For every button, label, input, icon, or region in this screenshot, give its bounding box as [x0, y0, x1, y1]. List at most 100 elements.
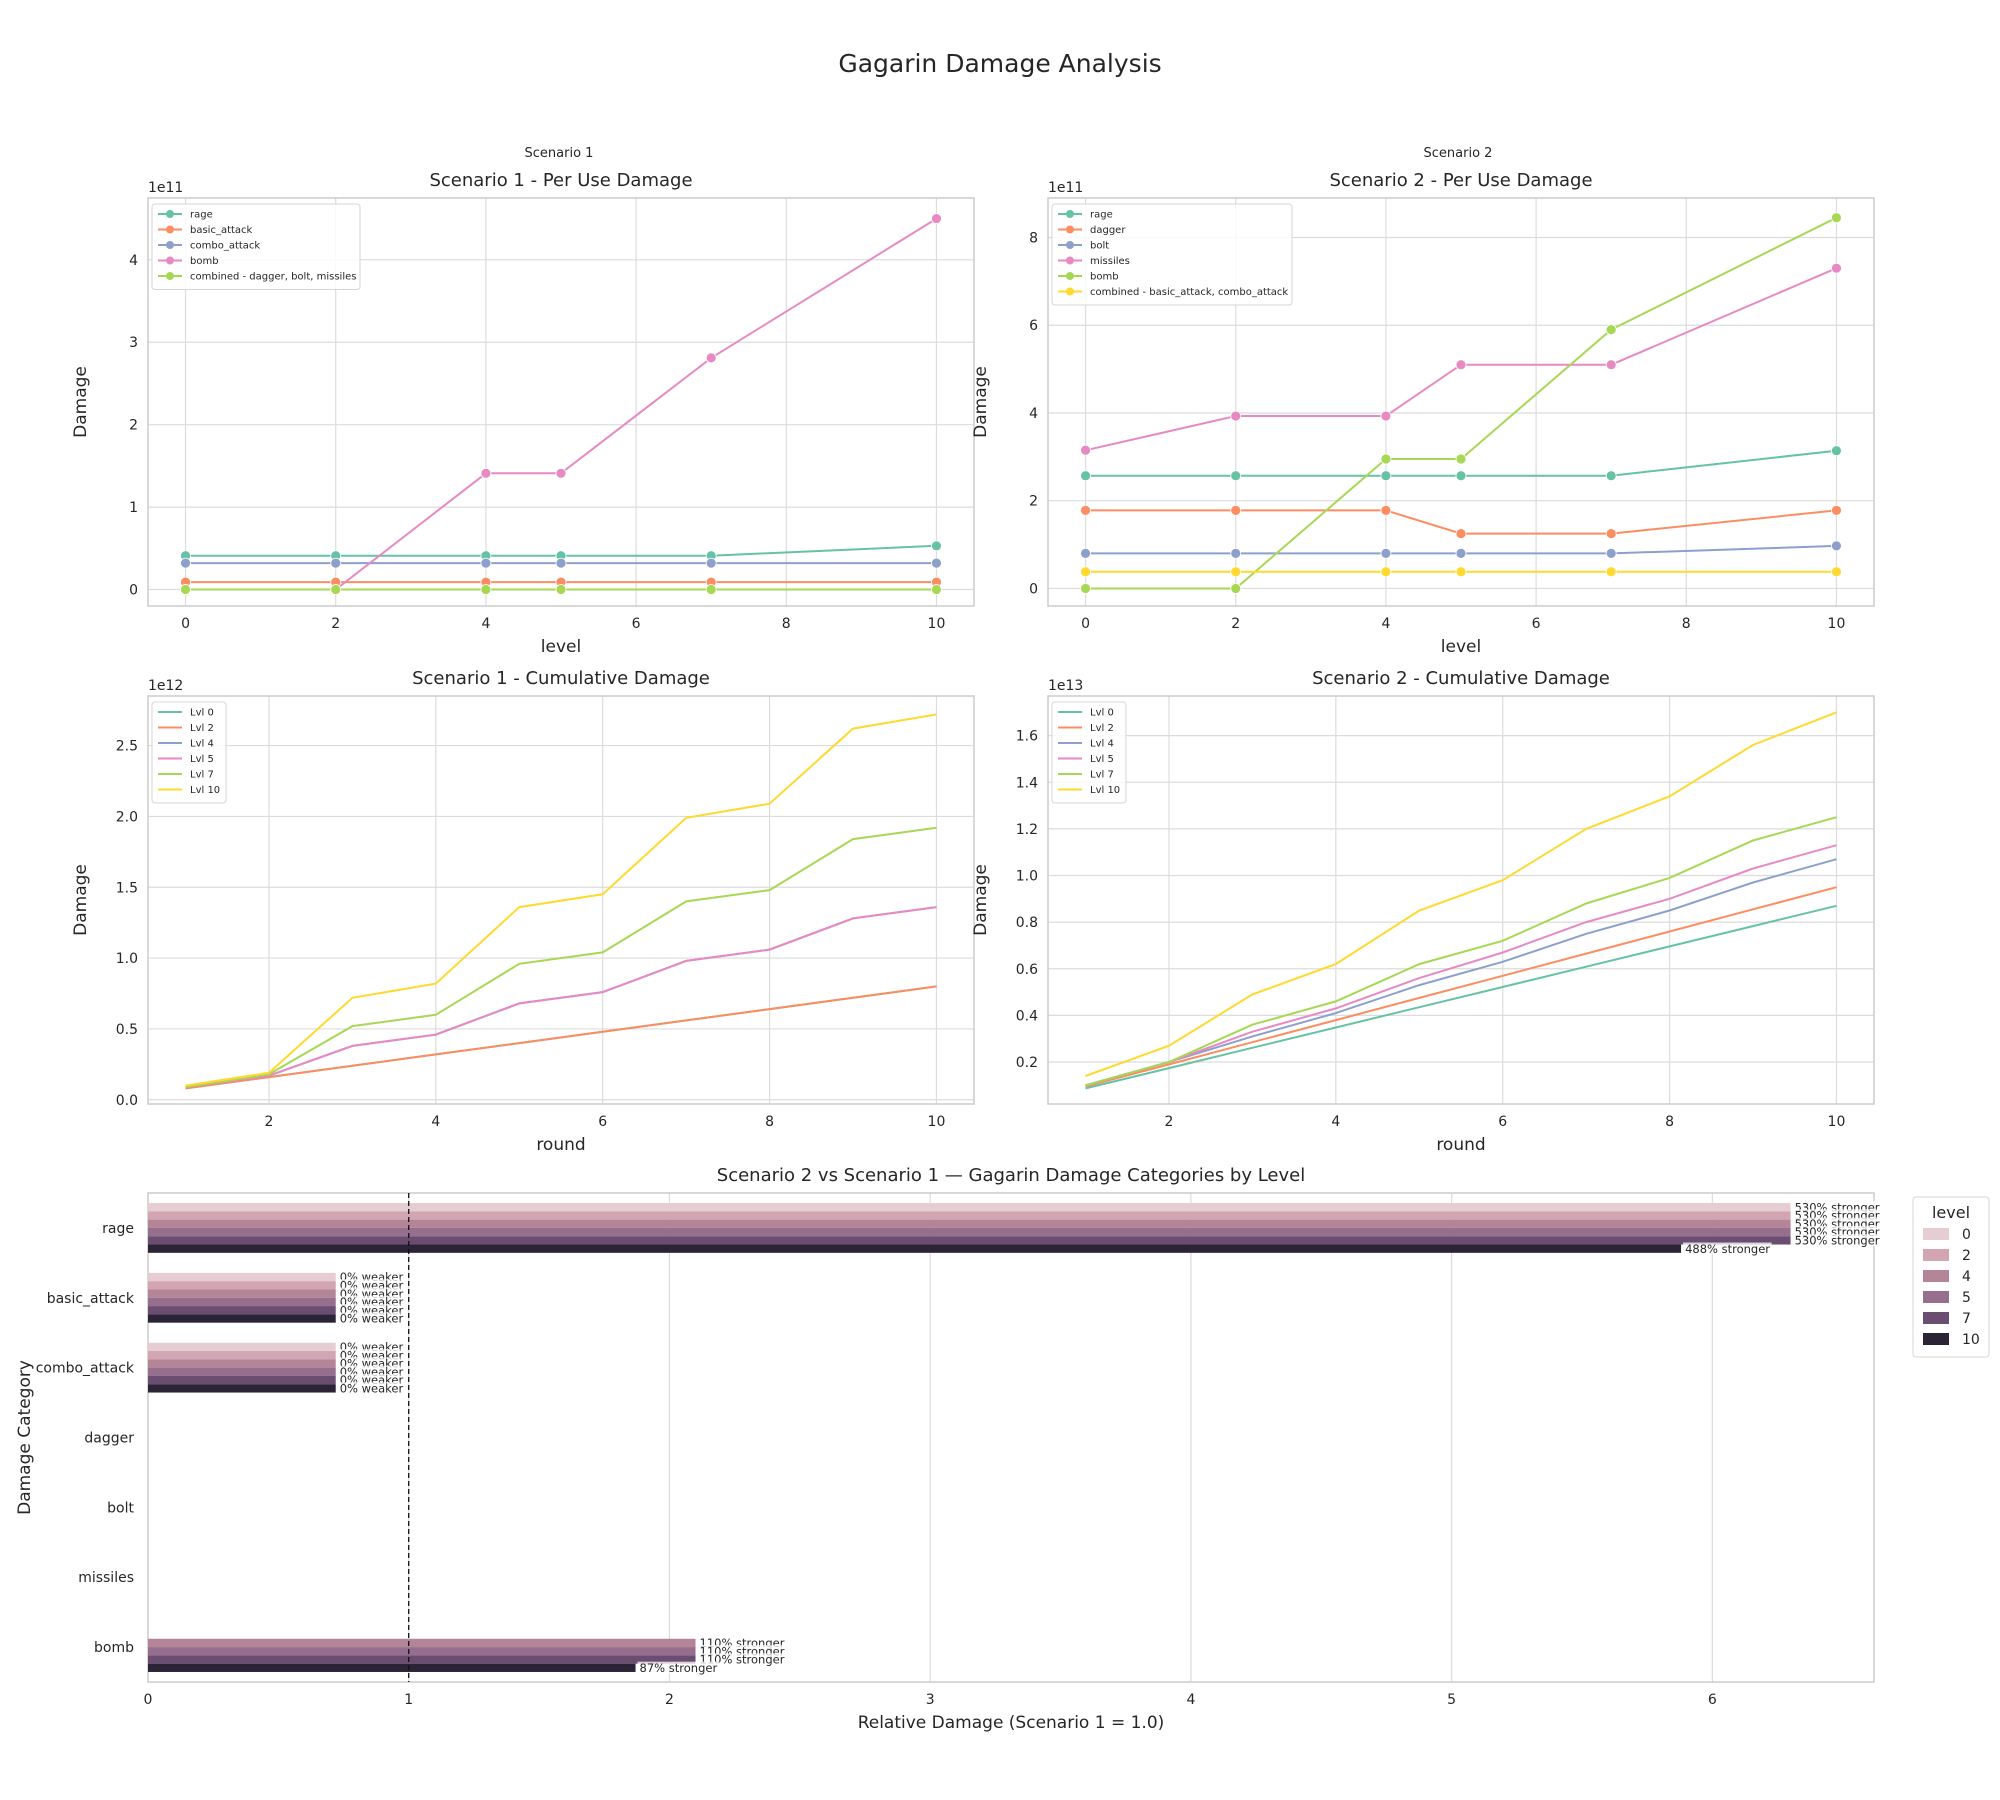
level-legend-title: level — [1932, 1203, 1970, 1222]
data-point — [1230, 470, 1242, 482]
y-tick-label: 1.5 — [116, 880, 138, 896]
y-tick-label: 2.0 — [116, 809, 138, 825]
bar-basic_attack-level-7 — [148, 1306, 336, 1315]
scenario-2-group-label: Scenario 2 — [1424, 146, 1493, 161]
data-point — [1455, 547, 1467, 559]
y-tick-label: 1.0 — [116, 951, 138, 967]
y-axis-label: Damage — [971, 864, 991, 936]
data-point — [1380, 453, 1392, 465]
y-tick-label: 1.0 — [1016, 869, 1038, 885]
legend-label: Lvl 2 — [1090, 723, 1114, 734]
series-line-rage — [1085, 449, 1837, 477]
bar-rage-level-10 — [148, 1244, 1682, 1253]
y-tick-label: 2 — [129, 418, 138, 434]
data-point — [480, 557, 492, 569]
data-point — [1380, 504, 1392, 516]
bar-combo_attack-level-7 — [148, 1375, 336, 1385]
level-legend-swatch — [1923, 1291, 1949, 1303]
panel-title: Scenario 1 - Per Use Damage — [429, 170, 692, 191]
legend-label: bolt — [1090, 241, 1109, 252]
bar-bomb-level-4 — [148, 1638, 696, 1648]
x-axis-label: level — [541, 637, 581, 657]
legend-label: Lvl 7 — [190, 770, 214, 781]
legend-label: combo_attack — [190, 241, 260, 252]
series-line-lvl-4 — [1085, 858, 1837, 1087]
legend-marker — [166, 272, 174, 280]
x-axis-label: Relative Damage (Scenario 1 = 1.0) — [858, 1713, 1165, 1733]
y-tick-label: 0.5 — [116, 1022, 138, 1038]
legend-label: Lvl 4 — [1090, 739, 1114, 750]
category-label: missiles — [78, 1570, 134, 1586]
series-line-bolt — [1085, 544, 1837, 555]
data-point — [1230, 504, 1242, 516]
x-tick-label: 2 — [265, 1114, 274, 1130]
data-point — [1080, 504, 1091, 516]
x-tick-label: 2 — [665, 1692, 674, 1708]
x-tick-label: 4 — [431, 1114, 440, 1130]
legend-box — [1051, 203, 1293, 306]
bar-rage-level-0 — [148, 1203, 1791, 1212]
y-tick-label: 1.4 — [1016, 775, 1038, 791]
x-tick-label: 2 — [1231, 616, 1240, 632]
bar-bomb-level-5 — [148, 1647, 696, 1656]
data-point — [1080, 470, 1091, 482]
data-point — [1455, 470, 1467, 482]
series-line-bomb — [1085, 216, 1837, 590]
s2-per-use-chart: 0 2 4 6 8 10 0 2 4 6 8 Scenario 2 - Per Use Damage l… — [971, 170, 1875, 657]
bar-basic_attack-level-10 — [148, 1314, 336, 1323]
plot-frame — [1047, 695, 1875, 1105]
relative-damage-bar-chart: 0 1 2 3 4 5 6 rage basic_attack combo_attackdagge… — [15, 1165, 1990, 1733]
bar-combo_attack-level-2 — [148, 1351, 336, 1360]
x-tick-label: 2 — [331, 616, 340, 632]
legend-label: Lvl 5 — [1090, 754, 1114, 765]
level-legend-swatch — [1923, 1249, 1949, 1261]
x-tick-label: 10 — [1828, 1114, 1846, 1130]
annotation-background — [337, 1312, 401, 1325]
y-tick-label: 0.4 — [1016, 1008, 1038, 1024]
x-tick-label: 4 — [1381, 616, 1390, 632]
y-axis-label: Damage Category — [15, 1360, 35, 1515]
x-tick-label: 6 — [1532, 616, 1541, 632]
x-tick-label: 8 — [765, 1114, 774, 1130]
x-axis-label: round — [1436, 1135, 1485, 1155]
category-label: bomb — [94, 1640, 134, 1656]
data-point — [1831, 212, 1842, 224]
series-line-lvl-10 — [1085, 711, 1837, 1077]
category-label: combo_attack — [36, 1361, 135, 1377]
annotation-background — [697, 1653, 787, 1666]
plot-frame — [147, 1192, 1875, 1683]
x-tick-label: 0 — [1081, 616, 1090, 632]
bar-basic_attack-level-2 — [148, 1281, 336, 1290]
data-point — [555, 467, 567, 479]
y-tick-label: 4 — [129, 253, 138, 269]
legend-marker — [166, 241, 174, 249]
legend-marker — [166, 225, 174, 234]
series-line-lvl-5 — [185, 906, 937, 1088]
legend-label: basic_attack — [190, 225, 253, 236]
series-line-dagger — [1085, 509, 1837, 535]
bar-combo_attack-level-5 — [148, 1367, 336, 1376]
legend-marker — [1066, 241, 1074, 249]
data-point — [480, 467, 492, 479]
x-axis-label: round — [536, 1135, 585, 1155]
data-point — [1455, 359, 1467, 371]
y-tick-label: 0.0 — [116, 1093, 138, 1109]
x-tick-label: 10 — [928, 616, 946, 632]
y-axis-label: Damage — [71, 864, 91, 936]
data-point — [1380, 566, 1392, 578]
bar-bomb-level-10 — [148, 1663, 636, 1672]
data-point — [555, 584, 567, 595]
legend-marker — [1066, 225, 1074, 234]
data-point — [1605, 324, 1617, 336]
y-axis-exponent: 1e13 — [1048, 678, 1083, 694]
legend-label: Lvl 2 — [190, 723, 214, 734]
plot-frame — [147, 197, 975, 607]
data-point — [1380, 547, 1392, 559]
data-point — [1831, 540, 1842, 552]
panel-title: Scenario 2 - Cumulative Damage — [1312, 668, 1610, 689]
legend-marker — [1066, 287, 1074, 296]
data-point — [931, 557, 942, 569]
x-tick-label: 10 — [928, 1114, 946, 1130]
data-point — [1831, 262, 1842, 274]
